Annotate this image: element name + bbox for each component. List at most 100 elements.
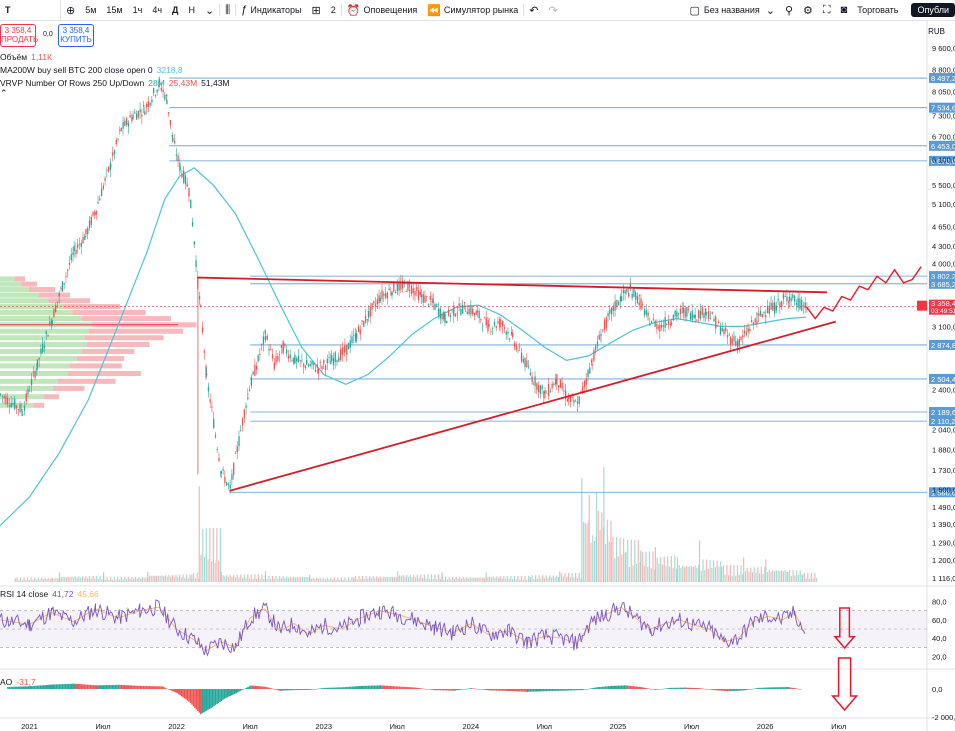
alerts-label: Оповещения <box>363 5 418 15</box>
candle-body <box>77 244 79 248</box>
quick-search-icon[interactable]: ⚲ <box>784 4 794 17</box>
vrvp-legend[interactable]: VRVP Number Of Rows 250 Up/Down 28M 25,43M… <box>0 78 230 88</box>
sell-button[interactable]: 3 358,4 ПРОДАТЬ <box>0 24 38 47</box>
interval-5m[interactable]: 5м <box>80 0 101 20</box>
ao-bar <box>653 689 655 690</box>
undo-icon[interactable]: ↶ <box>529 4 539 17</box>
layouts-count[interactable]: 2 <box>326 0 341 20</box>
candle-body <box>113 150 116 155</box>
symbol-search[interactable]: T <box>0 0 61 20</box>
volume-bar <box>393 577 395 582</box>
alarm-clock-icon: ⏰ <box>346 4 361 17</box>
candle-body <box>294 354 296 364</box>
ao-bar <box>526 689 529 692</box>
ao-bar <box>548 689 551 692</box>
buy-button[interactable]: 3 358,4 КУПИТЬ <box>58 24 94 47</box>
candle-body <box>49 321 51 325</box>
ao-bar <box>450 689 452 691</box>
interval-day[interactable]: Д <box>167 0 183 20</box>
candle-body <box>90 216 92 225</box>
interval-label: 5м <box>85 5 97 15</box>
candle-body <box>193 241 195 245</box>
volume-bar <box>233 574 235 582</box>
camera-icon[interactable]: ◙ <box>840 4 848 16</box>
fullscreen-icon[interactable]: ⛶ <box>822 3 831 16</box>
ma-legend[interactable]: MA200W buy sell BTC 200 close open 0 3218… <box>0 65 183 75</box>
interval-1h[interactable]: 1ч <box>128 0 148 20</box>
buy-price: 3 358,4 <box>62 26 90 35</box>
indicators-button[interactable]: ƒ Индикаторы <box>236 0 306 20</box>
candle-body <box>216 449 218 450</box>
ao-bar <box>382 685 384 689</box>
candles-icon[interactable]: ⫼ <box>225 3 231 16</box>
volume-bar <box>508 578 510 582</box>
vrvp-down-bar <box>88 328 184 334</box>
level-tag <box>929 487 955 498</box>
candle-body <box>53 309 55 318</box>
volume-legend[interactable]: Объём 1,11К <box>0 52 52 62</box>
rsi-legend[interactable]: RSI 14 close 41,72 45,66 <box>0 589 99 599</box>
candle-body <box>797 298 799 302</box>
candle-body <box>567 397 570 399</box>
settings-icon[interactable]: ⚙ <box>803 4 813 17</box>
volume-bar <box>273 578 275 582</box>
ao-bar <box>476 688 479 690</box>
volume-bar <box>381 577 383 582</box>
volume-bar <box>39 579 41 582</box>
candle-body <box>72 252 74 255</box>
compare-add-icon[interactable]: ⊕ <box>66 4 76 17</box>
candle-body <box>338 357 340 362</box>
volume-bar <box>751 572 754 582</box>
ao-bar <box>298 689 301 691</box>
volume-bar <box>277 578 279 582</box>
ao-bar <box>759 687 761 689</box>
ao-bar <box>716 689 718 691</box>
candle-body <box>273 364 275 369</box>
volume-bar <box>661 564 664 582</box>
ao-bar <box>428 689 430 690</box>
redo-icon[interactable]: ↷ <box>548 4 558 17</box>
candle-body <box>490 331 492 332</box>
publish-button[interactable]: Опубли <box>903 0 955 20</box>
alerts-button[interactable]: ⏰ Оповещения <box>342 0 422 20</box>
volume-bar <box>88 576 91 582</box>
candle-body <box>254 364 256 376</box>
candle-body <box>332 358 335 366</box>
trade-button[interactable]: Торговать <box>852 0 903 20</box>
layout-name-button[interactable]: ▢ Без названия ⌄ <box>684 0 780 20</box>
chevron-down-icon[interactable]: ⌄ <box>204 4 215 17</box>
ao-bar <box>678 687 680 689</box>
volume-bar <box>358 575 360 582</box>
ao-bar <box>44 685 46 689</box>
replay-button[interactable]: ⏪ Симулятор рынка <box>422 0 523 20</box>
volume-bar <box>71 576 73 582</box>
volume-bar <box>388 577 390 582</box>
interval-4h[interactable]: 4ч <box>147 0 167 20</box>
interval-week[interactable]: Н <box>183 0 200 20</box>
candle-body <box>407 281 409 291</box>
interval-15m[interactable]: 15м <box>101 0 127 20</box>
candle-body <box>427 304 430 306</box>
ao-bar <box>203 689 205 713</box>
vrvp-down-bar <box>14 276 25 282</box>
ao-legend[interactable]: AO -31,7 <box>0 677 36 687</box>
ao-bar <box>8 686 11 689</box>
candle-body <box>731 338 733 345</box>
volume-bar <box>738 574 740 582</box>
candle-body <box>799 298 801 310</box>
candle-body <box>733 336 735 342</box>
templates-icon[interactable]: ⊞ <box>311 4 321 17</box>
candle-body <box>326 358 328 364</box>
collapse-legend-icon[interactable]: ⌃ <box>0 88 8 98</box>
volume-bar <box>641 552 644 582</box>
candle-body <box>287 355 290 359</box>
ao-bar <box>782 687 785 689</box>
time-tick-label: Июл <box>537 722 552 731</box>
price-tick-label: 6 700,0 <box>932 133 955 142</box>
volume-bar <box>263 578 265 582</box>
rsi-pane <box>0 599 927 657</box>
candle-body <box>252 371 254 375</box>
ao-bar <box>359 686 361 689</box>
volume-bar <box>383 576 385 582</box>
